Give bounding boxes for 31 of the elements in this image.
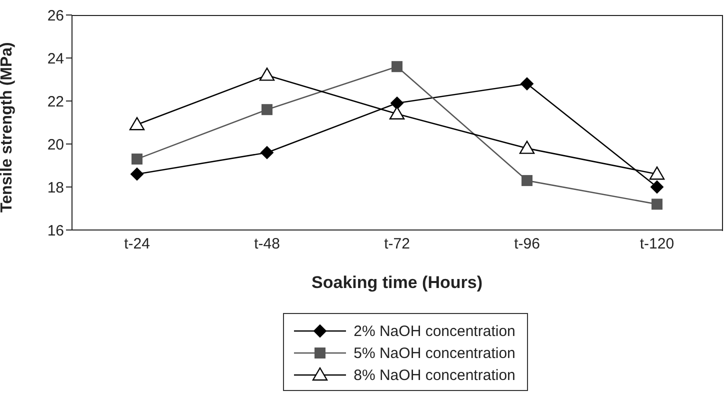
point: [389, 106, 405, 120]
y-tick-label: 20: [47, 136, 64, 154]
x-axis-title: Soaking time (Hours): [312, 273, 482, 292]
point: [260, 146, 274, 160]
point: [132, 154, 142, 165]
point: [390, 96, 404, 110]
y-tick-label: 24: [47, 50, 64, 68]
point: [649, 166, 665, 180]
point: [129, 117, 145, 130]
x-tick-label: t-24: [124, 236, 150, 253]
point: [392, 61, 402, 72]
point: [519, 140, 535, 154]
point: [650, 180, 664, 194]
point: [522, 175, 532, 186]
y-tick-label: 22: [47, 93, 64, 110]
point: [652, 198, 662, 210]
point: [262, 104, 272, 116]
x-tick-label: t-72: [384, 236, 410, 253]
x-tick-label: t-48: [254, 236, 280, 253]
point: [130, 168, 144, 181]
legend-label: 8% NaOH concentration: [354, 366, 516, 384]
legend-label: 5% NaOH concentration: [354, 344, 516, 362]
point: [520, 77, 534, 90]
legend-label: 2% NaOH concentration: [354, 322, 516, 340]
y-axis-title: Tensile strength (MPa): [0, 42, 16, 212]
x-tick-label: t-96: [514, 236, 540, 253]
point: [259, 68, 275, 81]
y-tick-label: 26: [47, 7, 64, 24]
y-tick-label: 18: [47, 179, 64, 196]
x-tick-label: t-120: [640, 236, 674, 253]
y-tick-label: 16: [47, 222, 64, 240]
